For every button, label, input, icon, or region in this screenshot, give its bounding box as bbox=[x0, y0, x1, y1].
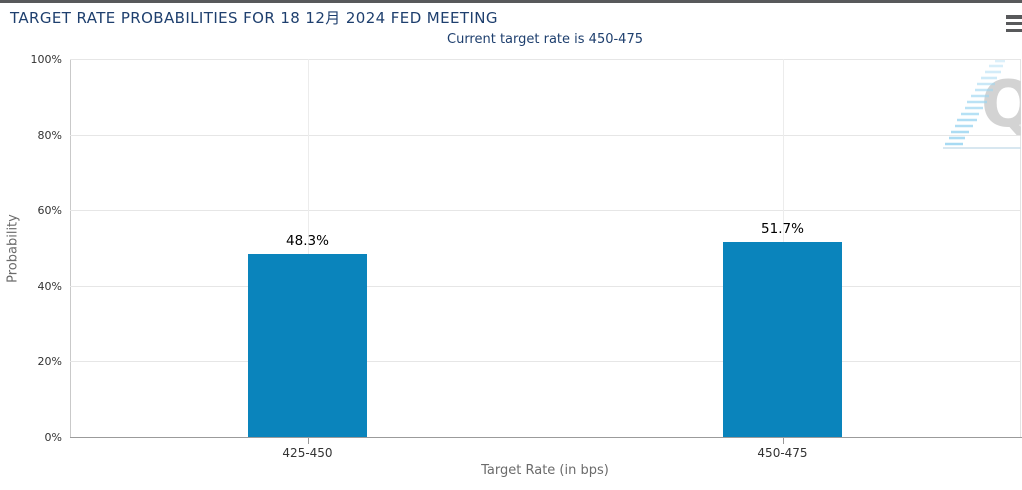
x-axis-title: Target Rate (in bps) bbox=[481, 463, 609, 478]
y-tick-label: 100% bbox=[30, 53, 62, 66]
y-gridline bbox=[70, 210, 1020, 212]
bar-450-475[interactable] bbox=[723, 241, 842, 437]
chart-title: TARGET RATE PROBABILITIES FOR 18 12月 202… bbox=[10, 9, 498, 27]
hamburger-menu-icon[interactable] bbox=[1006, 15, 1022, 32]
bar-425-450[interactable] bbox=[248, 254, 367, 437]
hamburger-bar bbox=[1006, 28, 1022, 32]
watermark-logo-icon: Q bbox=[943, 59, 1021, 149]
y-gridline bbox=[70, 134, 1020, 136]
x-tick-label: 450-475 bbox=[757, 446, 808, 460]
y-tick-label: 0% bbox=[44, 431, 62, 444]
bar-value-label: 51.7% bbox=[761, 220, 804, 237]
x-axis-tick bbox=[307, 438, 309, 444]
x-axis-tick bbox=[782, 438, 784, 444]
plot-right-border bbox=[1020, 59, 1021, 437]
x-axis-line bbox=[70, 437, 1022, 438]
chart-subtitle: Current target rate is 450-475 bbox=[447, 32, 643, 47]
hamburger-bar bbox=[1006, 15, 1022, 19]
category-gridline bbox=[307, 59, 309, 437]
y-axis-line bbox=[70, 59, 71, 437]
plot-area: Q 48.3% 51.7% bbox=[70, 59, 1021, 437]
x-tick-label: 425-450 bbox=[282, 446, 333, 460]
top-accent-bar bbox=[0, 0, 1022, 3]
y-tick-label: 20% bbox=[37, 355, 62, 369]
bar-value-label: 48.3% bbox=[286, 233, 329, 250]
svg-text:Q: Q bbox=[981, 68, 1021, 142]
y-gridline bbox=[70, 285, 1020, 287]
y-gridline bbox=[70, 361, 1020, 363]
y-gridline bbox=[70, 59, 1020, 60]
y-tick-label: 80% bbox=[37, 128, 62, 142]
y-tick-label: 60% bbox=[37, 204, 62, 218]
hamburger-bar bbox=[1006, 21, 1022, 26]
y-tick-label: 40% bbox=[37, 279, 62, 293]
